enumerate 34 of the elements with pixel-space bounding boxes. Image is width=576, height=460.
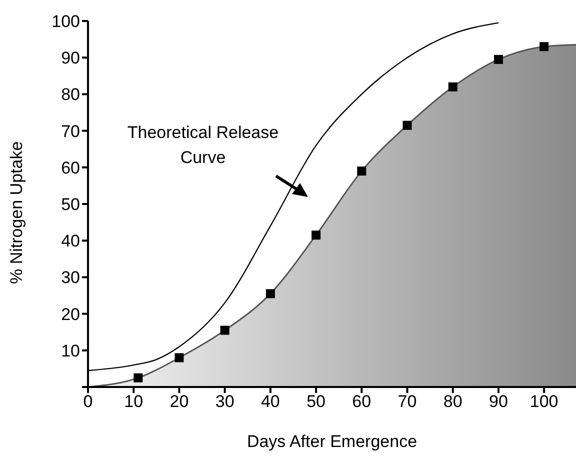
- x-tick-label: 40: [260, 392, 280, 412]
- point: [220, 326, 230, 335]
- y-tick-label: 10: [61, 341, 80, 360]
- y-tick-label: 40: [61, 232, 80, 251]
- y-tick-label: 50: [61, 195, 80, 214]
- x-tick-label: 0: [83, 392, 93, 412]
- x-tick-label: 20: [170, 392, 189, 412]
- x-tick-label: 60: [352, 392, 372, 412]
- annotation: Theoretical Release Curve: [127, 123, 279, 167]
- y-tick-label: 20: [61, 304, 80, 324]
- point: [134, 373, 143, 382]
- x-tick-label: 50: [306, 392, 326, 412]
- point: [357, 166, 366, 176]
- x-tick-label: 80: [443, 392, 462, 412]
- x-tick-label: 70: [398, 392, 417, 412]
- point: [494, 54, 503, 64]
- point: [448, 82, 458, 92]
- x-tick-label: 90: [489, 392, 508, 412]
- y-tick-label: 100: [52, 12, 80, 32]
- y-tick-label: 30: [61, 268, 80, 288]
- point: [540, 42, 549, 52]
- x-tick-label: 30: [215, 392, 234, 412]
- y-tick-label: 60: [61, 158, 80, 178]
- x-axis-title: Days After Emergence: [246, 432, 418, 451]
- y-tick-label: 90: [61, 48, 80, 68]
- y-axis-title: % Nitrogen Uptake: [7, 141, 26, 284]
- x-tick-label: 10: [124, 392, 144, 412]
- point: [266, 289, 275, 298]
- point: [174, 353, 184, 362]
- y-tick-label: 70: [61, 122, 80, 141]
- y-tick-label: 80: [61, 85, 80, 104]
- x-tick-label: 100: [530, 392, 558, 412]
- point: [312, 230, 321, 240]
- point: [402, 120, 412, 130]
